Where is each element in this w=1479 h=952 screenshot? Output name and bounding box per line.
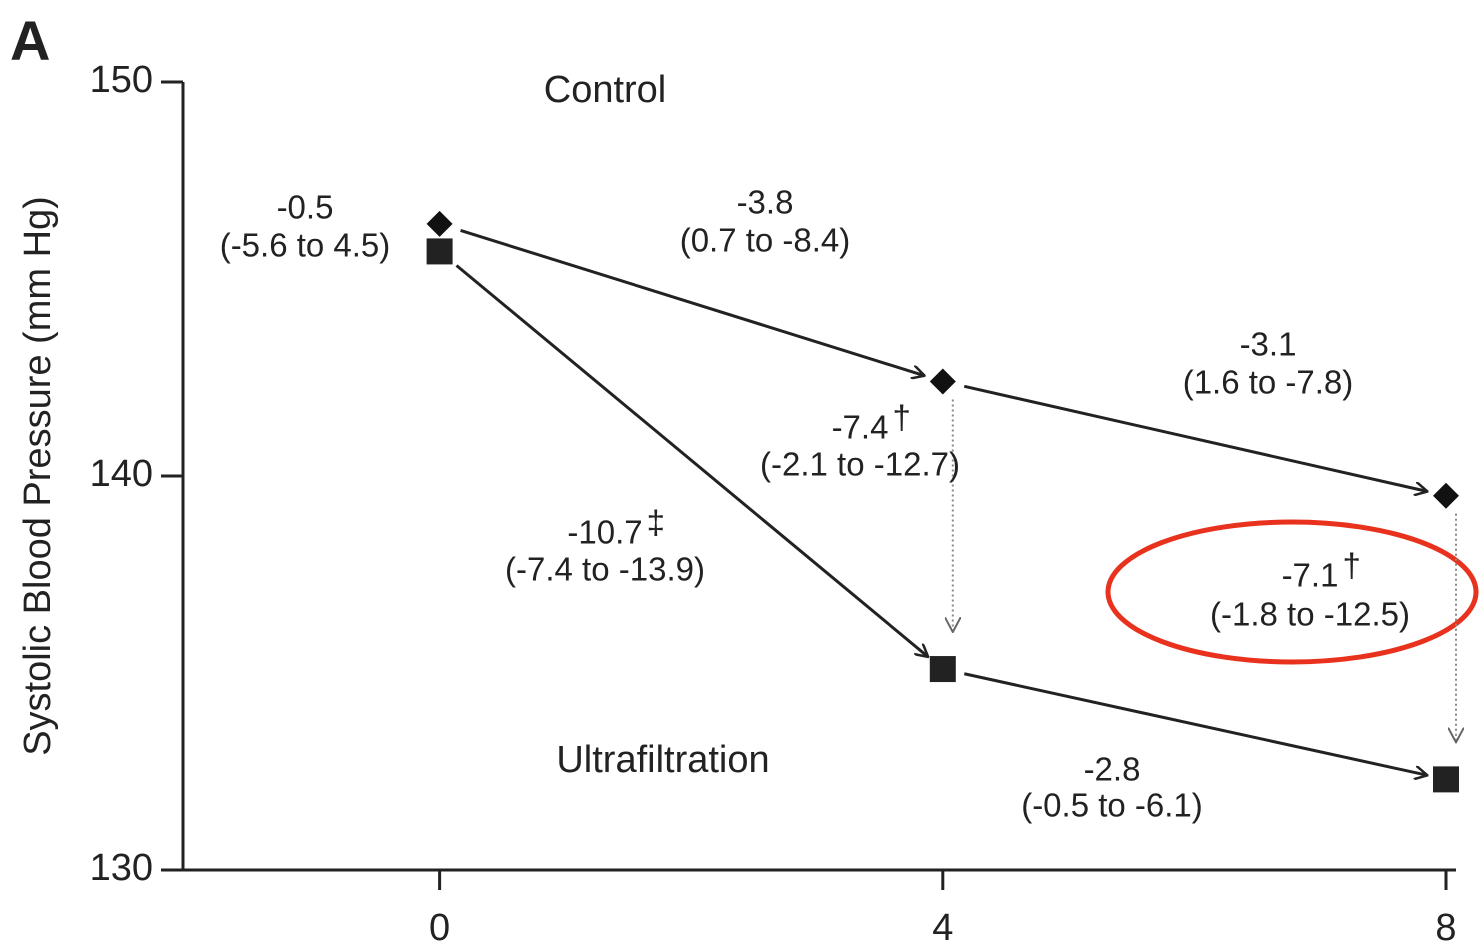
panel-label: A — [10, 9, 50, 72]
trend-arrow — [963, 384, 1426, 491]
annotation-value: -0.5 — [277, 189, 334, 226]
annotation-value: -7.1 — [1282, 557, 1339, 594]
trend-arrow — [963, 672, 1426, 775]
x-tick-label: 4 — [932, 907, 953, 949]
ultrafiltration-point — [426, 238, 453, 265]
series-label: Control — [544, 69, 667, 111]
x-tick-label: 0 — [429, 907, 450, 949]
annotation-value: -7.4 — [832, 409, 889, 446]
significance-mark: ‡ — [647, 504, 665, 541]
annotation-ci: (-1.8 to -12.5) — [1210, 596, 1410, 633]
control-point — [1433, 482, 1459, 509]
trend-arrow — [460, 228, 924, 375]
annotation-ci: (-7.4 to -13.9) — [505, 551, 705, 588]
annotation-value: -3.8 — [737, 184, 794, 221]
y-tick-label: 140 — [90, 453, 153, 495]
annotation-value: -2.8 — [1084, 751, 1141, 788]
annotation-value: -10.7 — [567, 514, 642, 551]
significance-mark: † — [892, 399, 910, 436]
y-tick-label: 130 — [90, 847, 153, 889]
significance-mark: † — [1342, 547, 1360, 584]
annotation-ci: (-5.6 to 4.5) — [220, 227, 391, 264]
ultrafiltration-point — [929, 656, 956, 683]
annotation-value: -3.1 — [1240, 326, 1297, 363]
control-point — [426, 210, 453, 237]
annotation-ci: (0.7 to -8.4) — [680, 222, 851, 259]
ultrafiltration-point — [1433, 766, 1459, 793]
annotation-ci: (1.6 to -7.8) — [1183, 364, 1354, 401]
y-tick-label: 150 — [90, 59, 153, 101]
series-label: Ultrafiltration — [556, 739, 769, 781]
x-tick-label: 8 — [1435, 907, 1456, 949]
highlight-ellipse — [1105, 519, 1479, 665]
y-axis-label: Systolic Blood Pressure (mm Hg) — [17, 196, 59, 756]
control-point — [929, 368, 956, 395]
annotation-ci: (-0.5 to -6.1) — [1021, 787, 1203, 824]
trend-arrow — [455, 264, 928, 656]
annotation-ci: (-2.1 to -12.7) — [760, 446, 960, 483]
